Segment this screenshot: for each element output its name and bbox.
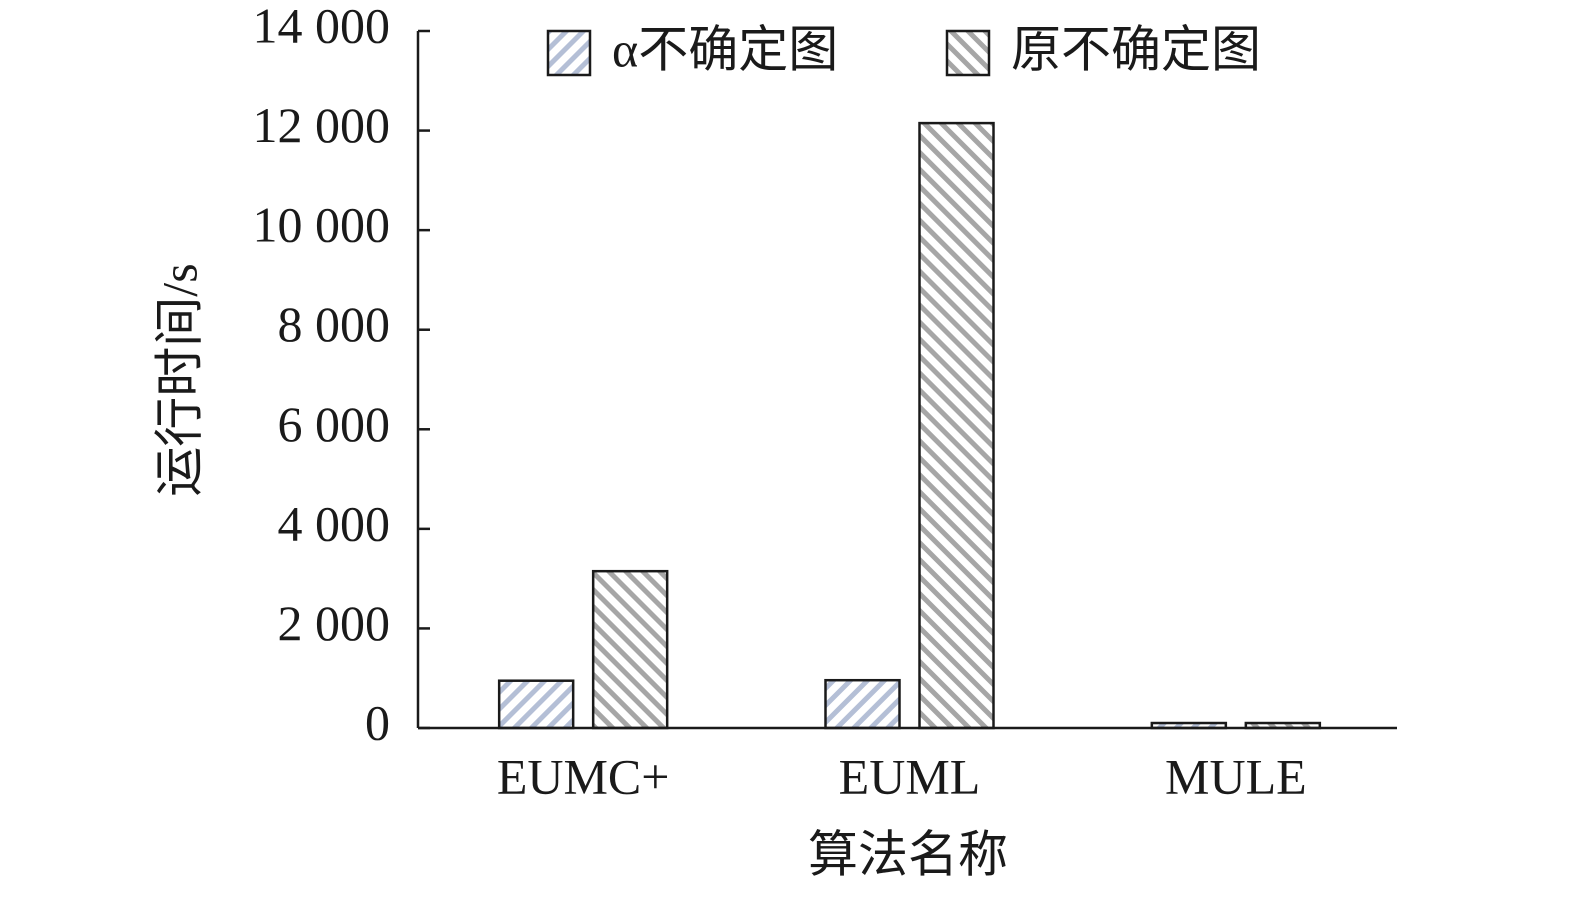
- x-tick-label: EUML: [839, 748, 981, 804]
- legend-swatch: [945, 29, 991, 77]
- bar: [824, 678, 901, 730]
- x-tick-label: EUMC+: [497, 748, 670, 804]
- x-axis-label: 算法名称: [808, 826, 1008, 882]
- legend-label: α不确定图: [612, 21, 838, 77]
- y-tick-label: 10 000: [253, 197, 391, 253]
- y-tick-label: 2 000: [278, 595, 391, 651]
- y-tick-label: 12 000: [253, 97, 391, 153]
- y-tick-label: 0: [365, 694, 390, 750]
- y-tick-label: 6 000: [278, 396, 391, 452]
- bar: [918, 121, 995, 730]
- legend-label: 原不确定图: [1011, 21, 1261, 77]
- y-axis-label: 运行时间/s: [151, 263, 207, 496]
- y-tick-label: 8 000: [278, 296, 391, 352]
- y-tick-label: 14 000: [253, 0, 391, 53]
- legend-swatch: [546, 29, 592, 77]
- bar: [497, 679, 575, 730]
- y-tick-label: 4 000: [278, 495, 391, 551]
- x-tick-label: MULE: [1165, 748, 1307, 804]
- bar: [591, 569, 669, 730]
